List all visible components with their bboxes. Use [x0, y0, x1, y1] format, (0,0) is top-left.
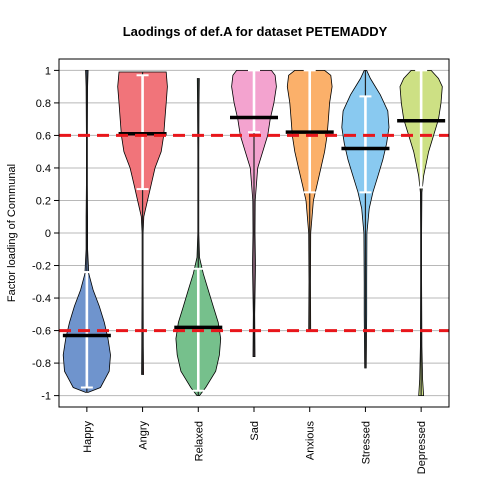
x-tick-label: Relaxed: [193, 421, 205, 461]
y-tick-label: 0.2: [36, 195, 51, 207]
y-tick-label: -0.4: [32, 293, 51, 305]
chart-title: Laodings of def.A for dataset PETEMADDY: [123, 24, 388, 39]
x-tick-label: Happy: [82, 421, 94, 453]
axes: Happy Angry Relaxed Sad Anxious Stressed Depre…: [32, 58, 450, 474]
x-tick-label: Depressed: [416, 421, 428, 474]
y-tick-label: -0.8: [32, 358, 51, 370]
y-tick-label: -0.6: [32, 326, 51, 338]
violins: [62, 69, 446, 396]
x-tick-label: Anxious: [305, 421, 317, 461]
x-tick-label: Sad: [249, 421, 261, 441]
y-tick-label: 0.4: [36, 163, 51, 175]
y-tick-label: 0.6: [36, 130, 51, 142]
y-tick-label: -1: [41, 391, 51, 403]
y-tick-label: 0.8: [36, 98, 51, 110]
reference-lines: [59, 133, 449, 333]
x-tick-label: Angry: [138, 421, 150, 450]
x-tick-label: Stressed: [360, 421, 372, 464]
y-tick-label: 1: [45, 65, 51, 77]
y-tick-label: -0.2: [32, 261, 51, 273]
y-axis-label: Factor loading of Communal: [6, 164, 18, 302]
y-tick-label: 0: [45, 228, 51, 240]
